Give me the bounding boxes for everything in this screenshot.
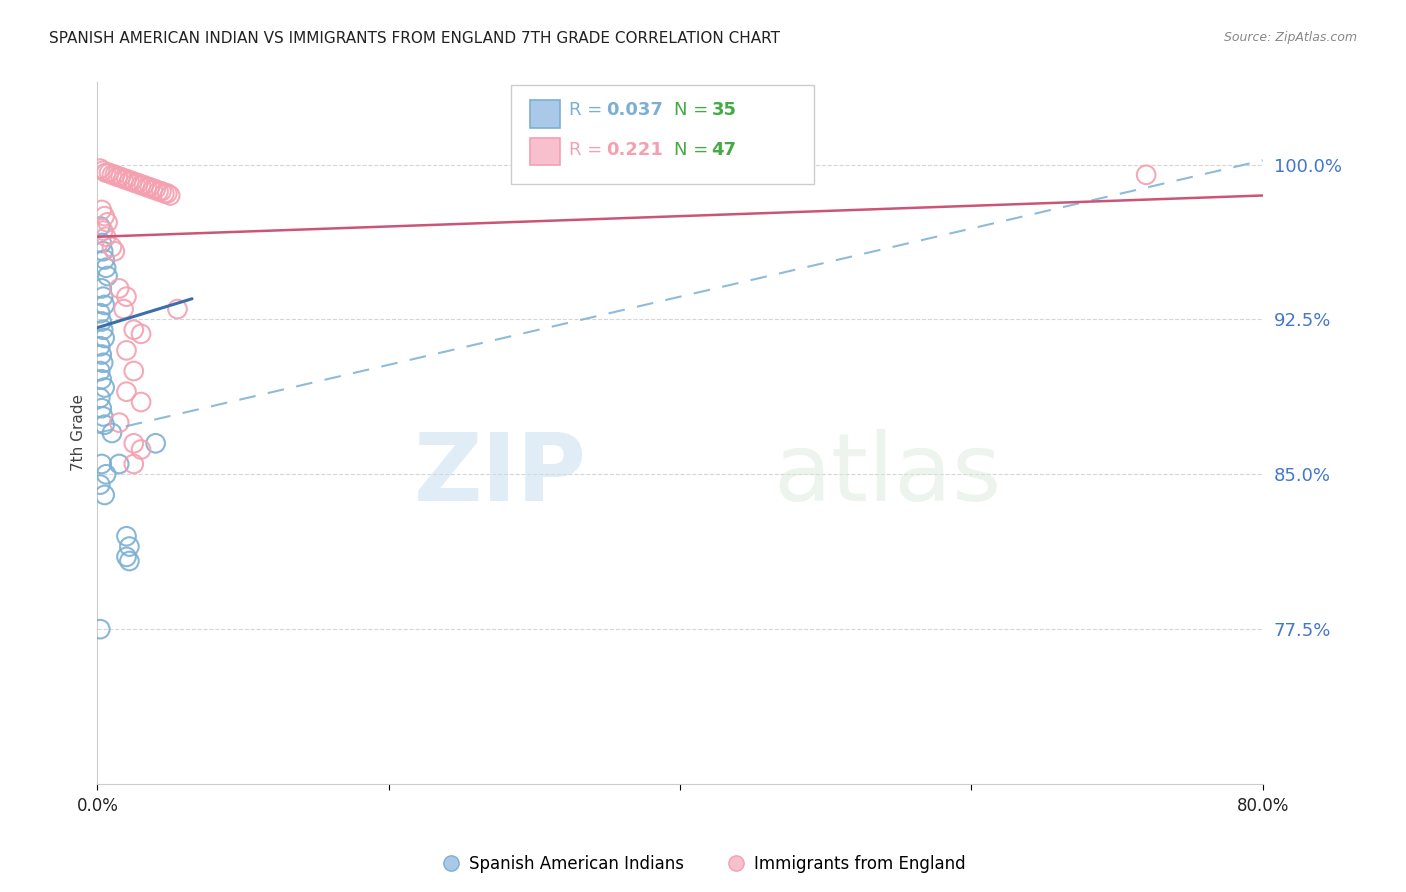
Point [90, 314, 112, 328]
Legend: Spanish American Indians, Immigrants from England: Spanish American Indians, Immigrants fro… [434, 848, 972, 880]
Point [90, 401, 112, 416]
Point [94, 229, 117, 244]
Point [153, 186, 176, 201]
Point [127, 176, 149, 190]
Text: 35: 35 [711, 101, 737, 120]
Text: 0.221: 0.221 [606, 141, 664, 159]
Point [129, 178, 152, 193]
Point [101, 168, 124, 182]
Point [90, 202, 112, 217]
Point [89, 622, 111, 636]
Point [107, 169, 129, 184]
Point [108, 457, 131, 471]
Point [112, 172, 135, 186]
Point [91, 224, 114, 238]
Point [89, 306, 111, 320]
Point [89, 477, 111, 491]
Point [150, 185, 173, 199]
Text: 47: 47 [711, 141, 737, 159]
Text: R =: R = [569, 101, 609, 120]
Point [129, 442, 152, 457]
Point [142, 182, 165, 196]
Point [122, 457, 145, 471]
Text: N =: N = [675, 141, 714, 159]
Point [166, 301, 188, 316]
Point [90, 457, 112, 471]
Point [115, 549, 138, 564]
Point [90, 281, 112, 295]
Point [115, 172, 138, 186]
Point [115, 343, 138, 358]
Point [91, 356, 114, 370]
FancyBboxPatch shape [510, 86, 814, 184]
Point [145, 182, 167, 196]
Point [89, 161, 111, 176]
FancyBboxPatch shape [530, 138, 560, 165]
Point [91, 163, 114, 178]
Point [104, 168, 127, 182]
Point [110, 169, 132, 184]
Point [90, 372, 112, 386]
Point [90, 235, 112, 250]
Point [1135, 168, 1157, 182]
Point [108, 281, 131, 295]
Point [101, 240, 124, 254]
Point [98, 166, 121, 180]
Point [89, 364, 111, 378]
Point [148, 185, 170, 199]
Point [159, 188, 181, 202]
Point [91, 409, 114, 424]
Point [108, 416, 131, 430]
Point [122, 323, 145, 337]
Text: atlas: atlas [773, 429, 1001, 521]
Point [104, 244, 127, 259]
FancyBboxPatch shape [530, 100, 560, 128]
Point [94, 166, 117, 180]
Point [145, 436, 167, 450]
Y-axis label: 7th Grade: 7th Grade [72, 394, 86, 472]
Point [93, 488, 115, 502]
Point [124, 176, 146, 190]
Point [89, 219, 111, 234]
Point [91, 244, 114, 259]
Point [96, 215, 118, 229]
Point [96, 268, 118, 283]
Point [93, 380, 115, 394]
Point [121, 174, 143, 188]
Point [118, 174, 141, 188]
Text: ZIP: ZIP [413, 429, 586, 521]
Text: Source: ZipAtlas.com: Source: ZipAtlas.com [1223, 31, 1357, 45]
Point [118, 554, 141, 568]
Point [89, 391, 111, 405]
Point [94, 260, 117, 275]
Point [132, 178, 155, 193]
Point [129, 326, 152, 341]
Point [91, 323, 114, 337]
Point [115, 529, 138, 543]
Point [93, 209, 115, 223]
Point [139, 180, 162, 194]
Point [89, 339, 111, 353]
Text: R =: R = [569, 141, 609, 159]
Point [115, 384, 138, 399]
Point [101, 425, 124, 440]
Text: N =: N = [675, 101, 714, 120]
Point [112, 301, 135, 316]
Text: 0.037: 0.037 [606, 101, 664, 120]
Point [122, 364, 145, 378]
Point [135, 180, 157, 194]
Text: SPANISH AMERICAN INDIAN VS IMMIGRANTS FROM ENGLAND 7TH GRADE CORRELATION CHART: SPANISH AMERICAN INDIAN VS IMMIGRANTS FR… [49, 31, 780, 46]
Point [118, 540, 141, 554]
Point [93, 298, 115, 312]
Point [91, 290, 114, 304]
Point [156, 186, 179, 201]
Point [129, 395, 152, 409]
Point [93, 252, 115, 267]
Point [90, 347, 112, 361]
Point [93, 331, 115, 345]
Point [115, 290, 138, 304]
Point [93, 417, 115, 432]
Point [94, 467, 117, 482]
Point [122, 436, 145, 450]
